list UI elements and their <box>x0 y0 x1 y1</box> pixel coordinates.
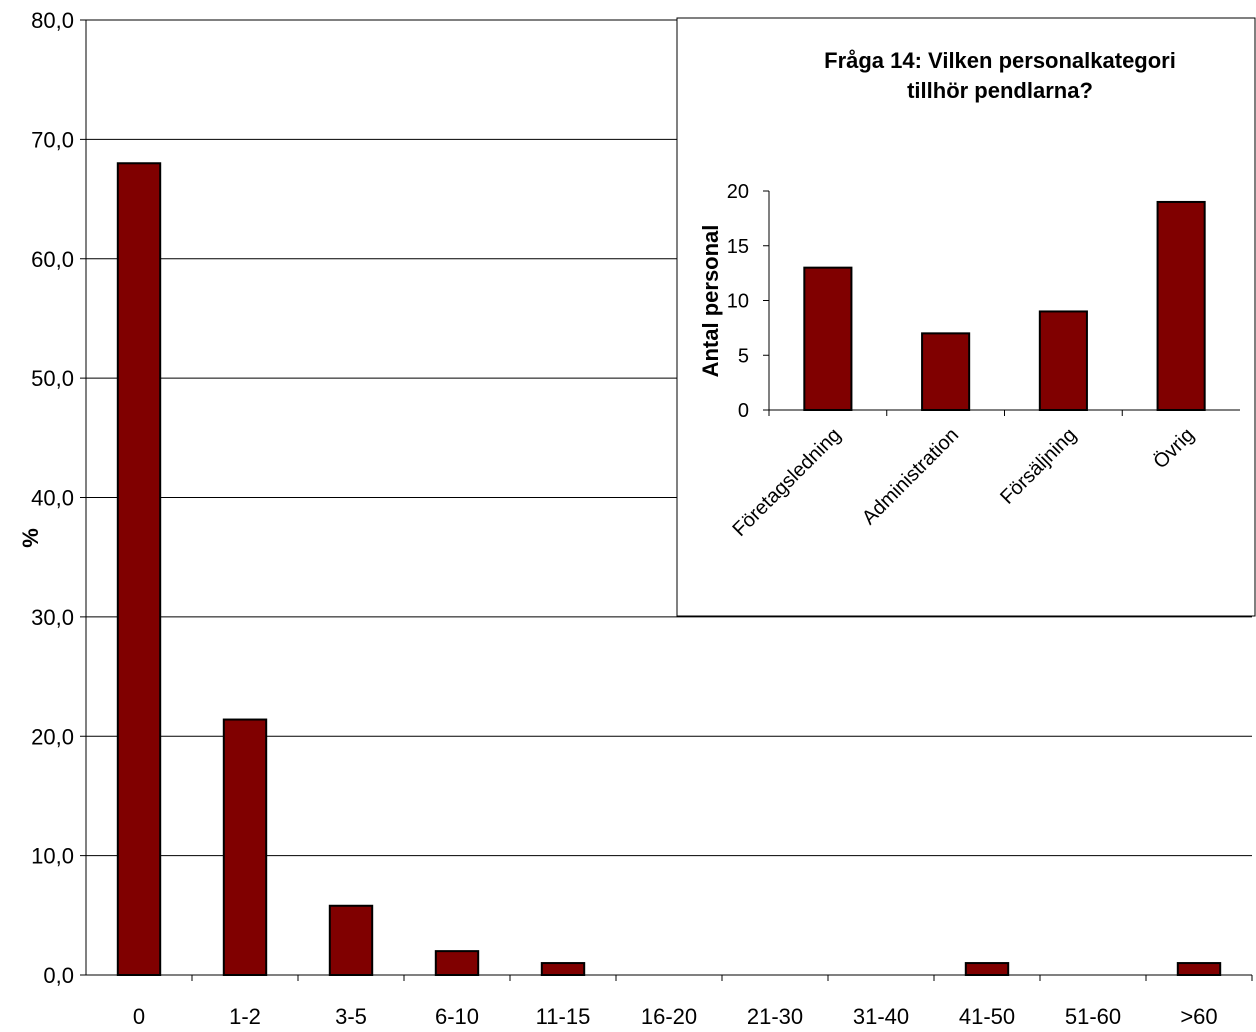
inset-y-tick-label: 20 <box>727 181 749 203</box>
main-gridlines <box>86 19 1252 857</box>
inset-chart: Fråga 14: Vilken personalkategori tillhö… <box>676 17 1256 617</box>
main-bar-0 <box>116 162 162 976</box>
inset-y-axis-title: Antal personal <box>698 225 723 378</box>
main-bar-3-5 <box>328 904 374 977</box>
main-chart: 0,0 10,0 20,0 30,0 40,0 50,0 60,0 70,0 80,0 0 1-2… <box>18 8 1253 1029</box>
main-bar-1-2 <box>222 718 268 976</box>
main-y-tick-label: 80,0 <box>31 8 74 33</box>
main-y-tick-label: 10,0 <box>31 844 74 869</box>
main-x-tick-label: 41-50 <box>959 1004 1015 1029</box>
main-y-axis-title: % <box>18 528 43 548</box>
inset-y-tick-label: 5 <box>738 345 749 367</box>
main-x-tick-label: 21-30 <box>747 1004 803 1029</box>
main-y-tick-labels: 0,0 10,0 20,0 30,0 40,0 50,0 60,0 70,0 80,0 <box>31 8 74 988</box>
main-axes <box>80 19 1253 981</box>
main-x-tick-labels: 0 1-2 3-5 6-10 11-15 16-20 21-30 31-40 41-50 51-6… <box>133 1004 1218 1029</box>
main-x-tick-label: 3-5 <box>335 1004 367 1029</box>
main-y-tick-label: 0,0 <box>43 963 74 988</box>
inset-y-tick-label: 0 <box>738 400 749 422</box>
main-bar->60 <box>1176 962 1222 976</box>
inset-y-tick-label: 10 <box>727 291 749 313</box>
main-y-tick-label: 60,0 <box>31 247 74 272</box>
inset-bar-3 <box>1156 200 1206 411</box>
main-y-tick-label: 30,0 <box>31 605 74 630</box>
inset-bar-1 <box>921 332 971 412</box>
main-x-tick-label: 6-10 <box>435 1004 479 1029</box>
inset-bar-0 <box>803 266 853 411</box>
inset-y-tick-labels: 0 5 10 15 20 <box>727 181 749 422</box>
main-bars <box>116 162 1222 977</box>
main-x-tick-label: 0 <box>133 1004 145 1029</box>
main-bar-41-50 <box>964 962 1010 976</box>
main-x-tick-label: 11-15 <box>536 1004 591 1029</box>
inset-bars <box>803 200 1206 412</box>
main-x-tick-label: 1-2 <box>229 1004 261 1029</box>
inset-bar-2 <box>1038 310 1088 412</box>
main-x-tick-label: 31-40 <box>853 1004 909 1029</box>
inset-y-tick-label: 15 <box>727 236 749 258</box>
main-x-tick-label: 51-60 <box>1065 1004 1121 1029</box>
main-bar-11-15 <box>540 962 586 976</box>
inset-axes <box>763 190 1240 416</box>
main-x-tick-label: >60 <box>1180 1004 1217 1029</box>
main-bar-6-10 <box>434 950 480 976</box>
main-x-tick-label: 16-20 <box>641 1004 697 1029</box>
main-y-tick-label: 20,0 <box>31 724 74 749</box>
main-y-tick-label: 40,0 <box>31 486 74 511</box>
inset-title-line-1: Fråga 14: Vilken personalkategori <box>824 48 1176 73</box>
main-y-tick-label: 70,0 <box>31 127 74 152</box>
main-y-tick-label: 50,0 <box>31 366 74 391</box>
inset-title-line-2: tillhör pendlarna? <box>907 78 1093 103</box>
